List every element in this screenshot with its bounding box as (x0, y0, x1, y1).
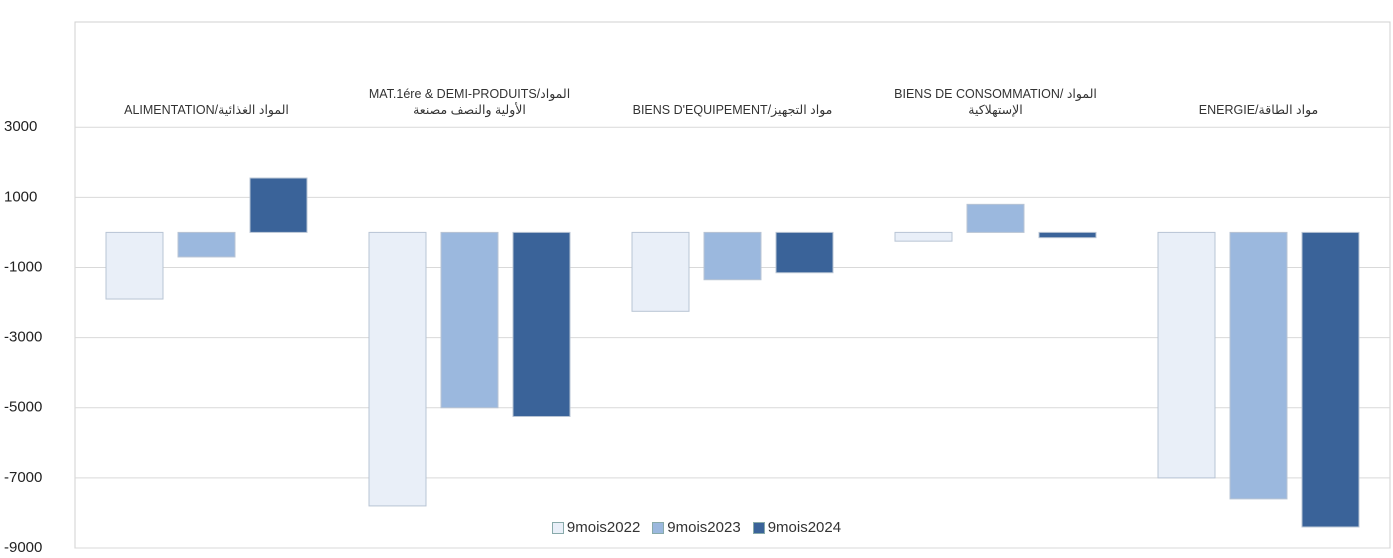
legend-label: 9mois2023 (667, 519, 741, 536)
bar (368, 231, 427, 507)
y-tick-label: -5000 (4, 399, 42, 416)
y-tick-label: 1000 (4, 188, 37, 205)
bar (177, 231, 236, 258)
category-label: ENERGIE/مواد الطاقة (1198, 103, 1319, 117)
bar (631, 231, 690, 312)
legend-label: 9mois2024 (767, 519, 842, 536)
legend-swatch (752, 522, 765, 535)
y-tick-label: -9000 (4, 539, 42, 556)
bar (105, 231, 164, 300)
legend-label: 9mois2022 (566, 519, 641, 536)
category-label: BIENS D'EQUIPEMENT/مواد التجهيز (632, 103, 833, 117)
legend-item: 9mois2024 (752, 519, 842, 536)
legend-item: 9mois2023 (652, 519, 741, 536)
bar (1157, 231, 1216, 479)
bar (703, 231, 762, 281)
y-tick-label: -7000 (4, 469, 42, 486)
category-label: BIENS DE CONSOMMATION/ المواد الإستهلاكي… (894, 87, 1097, 117)
category-label: MAT.1ére & DEMI-PRODUITS/المواد الأولية … (368, 87, 571, 117)
bar (894, 231, 953, 242)
legend-swatch (551, 522, 564, 535)
bar (966, 203, 1025, 233)
y-tick-label: -3000 (4, 329, 42, 346)
legend: 9mois2022 9mois2023 9mois2024 (0, 519, 1393, 536)
bar (1301, 231, 1360, 528)
bar (1229, 231, 1288, 500)
bar (775, 231, 834, 274)
bar (440, 231, 499, 409)
y-tick-label: 3000 (4, 118, 37, 135)
bar (512, 231, 571, 417)
y-tick-label: -1000 (4, 258, 42, 275)
legend-item: 9mois2022 (551, 519, 641, 536)
category-label: ALIMENTATION/المواد الغذائية (124, 103, 289, 117)
bar (249, 177, 308, 233)
bar (1038, 231, 1097, 239)
legend-swatch (652, 522, 665, 535)
